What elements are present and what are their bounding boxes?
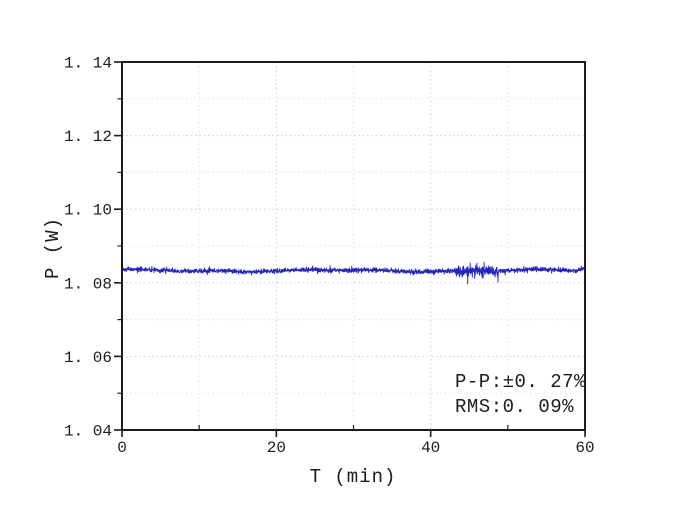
x-tick-label: 40 (421, 439, 440, 457)
x-tick-label: 0 (117, 439, 127, 457)
y-axis-label: P (W) (42, 217, 64, 279)
x-axis-label: T (min) (310, 466, 397, 488)
rms-annotation: RMS:0. 09% (455, 396, 574, 418)
tick-layer (114, 61, 586, 437)
pp-annotation: P-P:±0. 27% (455, 371, 586, 393)
y-tick-label: 1. 04 (64, 423, 112, 441)
y-tick-label: 1. 06 (64, 349, 112, 367)
grid-layer (122, 62, 585, 430)
y-tick-label: 1. 14 (64, 55, 112, 73)
tick-label-layer: 1. 04 1. 06 1. 08 1. 10 1. 12 1. 14 0 20 40 60 (64, 55, 595, 458)
y-tick-label: 1. 08 (64, 275, 112, 293)
x-tick-label: 20 (267, 439, 286, 457)
y-tick-label: 1. 10 (64, 202, 112, 220)
x-tick-label: 60 (575, 439, 594, 457)
data-series-line (121, 261, 586, 285)
y-tick-label: 1. 12 (64, 128, 112, 146)
